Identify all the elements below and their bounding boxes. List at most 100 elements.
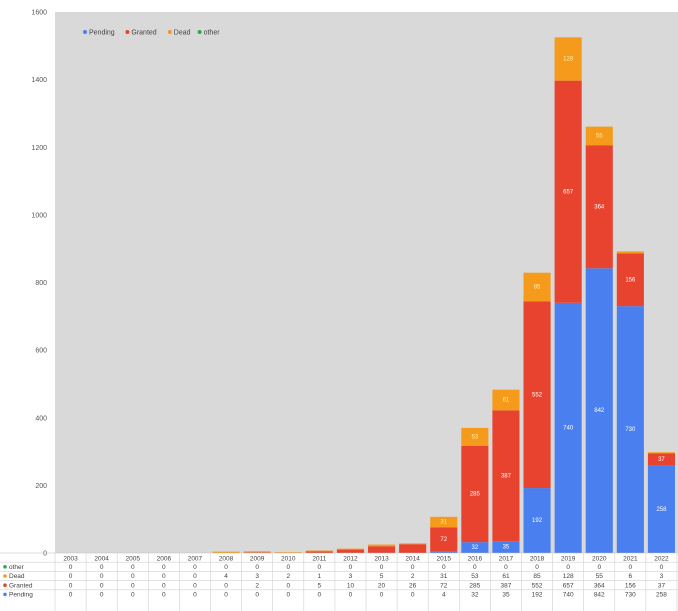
bar-granted-2014 [399, 544, 427, 553]
bar-label-granted-2016: 285 [470, 492, 481, 498]
table-cell-pending-2022: 258 [656, 592, 667, 599]
bar-dead-2022 [647, 452, 675, 454]
table-cell-granted-2017: 387 [501, 582, 512, 589]
table-cell-granted-2005: 0 [131, 582, 135, 589]
table-cell-other-2020: 0 [597, 564, 601, 571]
x-tick-label: 2005 [126, 555, 141, 562]
table-cell-granted-2003: 0 [69, 582, 73, 589]
legend-swatch-pending [83, 30, 87, 34]
bar-pending-2022 [647, 465, 675, 553]
table-cell-other-2013: 0 [380, 564, 384, 571]
bar-label-granted-2022: 37 [658, 457, 665, 463]
bar-label-granted-2021: 156 [625, 277, 636, 283]
table-cell-dead-2003: 0 [69, 573, 73, 580]
y-tick-label: 0 [43, 551, 47, 558]
bar-label-pending-2018: 192 [532, 518, 543, 524]
table-cell-pending-2009: 0 [255, 592, 259, 599]
bar-pending-2018 [523, 488, 551, 553]
table-cell-other-2005: 0 [131, 564, 135, 571]
table-cell-dead-2022: 3 [660, 573, 664, 580]
table-cell-other-2019: 0 [566, 564, 570, 571]
table-row-label-dead: Dead [9, 573, 25, 580]
table-cell-pending-2005: 0 [131, 592, 135, 599]
bar-label-dead-2017: 61 [503, 398, 510, 404]
bar-granted-2012 [336, 549, 364, 553]
table-cell-granted-2022: 37 [658, 582, 666, 589]
table-cell-granted-2009: 2 [255, 582, 259, 589]
bar-label-granted-2018: 552 [532, 392, 543, 398]
table-cell-granted-2016: 285 [469, 582, 480, 589]
table-cell-other-2004: 0 [100, 564, 104, 571]
x-tick-label: 2010 [281, 555, 296, 562]
x-tick-label: 2018 [530, 555, 545, 562]
table-cell-granted-2019: 657 [563, 582, 574, 589]
table-cell-pending-2013: 0 [380, 592, 384, 599]
bar-dead-2011 [305, 550, 333, 552]
x-tick-label: 2020 [592, 555, 607, 562]
legend-label-other: other [204, 30, 221, 37]
table-cell-other-2017: 0 [504, 564, 508, 571]
table-cell-dead-2012: 3 [349, 573, 353, 580]
table-cell-pending-2012: 0 [349, 592, 353, 599]
table-cell-granted-2006: 0 [162, 582, 166, 589]
x-tick-label: 2008 [219, 555, 234, 562]
table-cell-dead-2014: 2 [411, 573, 415, 580]
table-cell-other-2014: 0 [411, 564, 415, 571]
bar-label-granted-2015: 72 [440, 537, 447, 543]
table-cell-dead-2009: 3 [255, 573, 259, 580]
table-cell-granted-2008: 0 [224, 582, 228, 589]
x-tick-label: 2009 [250, 555, 265, 562]
data-table: 2003 2004 2005 2006 2007 2008 2009 2010 2011 2012… [0, 552, 678, 611]
table-row-label-pending: Pending [9, 592, 33, 599]
table-cell-granted-2015: 72 [440, 582, 448, 589]
table-cell-pending-2018: 192 [532, 592, 543, 599]
table-cell-other-2008: 0 [224, 564, 228, 571]
table-cell-dead-2005: 0 [131, 573, 135, 580]
table-cell-pending-2008: 0 [224, 592, 228, 599]
bar-dead-2016 [461, 427, 489, 446]
bar-pending-2016 [461, 542, 489, 553]
x-tick-label: 2006 [157, 555, 172, 562]
table-cell-pending-2019: 740 [563, 592, 574, 599]
bar-dead-2018 [523, 272, 551, 302]
bar-dead-2012 [336, 548, 364, 550]
bar-dead-2008 [212, 551, 240, 553]
x-tick-label: 2022 [654, 555, 669, 562]
bar-granted-2015 [430, 527, 458, 552]
y-tick-label: 1000 [31, 212, 47, 219]
table-cell-dead-2017: 61 [502, 573, 510, 580]
table-cell-granted-2013: 20 [378, 582, 386, 589]
table-cell-pending-2016: 32 [471, 592, 479, 599]
table-row-swatch-other [3, 565, 7, 569]
table-cell-granted-2007: 0 [193, 582, 197, 589]
bar-label-pending-2019: 740 [563, 425, 574, 431]
bar-dead-2021 [616, 251, 644, 254]
x-tick-label: 2007 [188, 555, 203, 562]
legend-swatch-other [197, 30, 202, 34]
y-axis: 0 200 400 600 800 1000 1200 1400 1600 [31, 10, 47, 558]
bar-dead-2017 [492, 389, 520, 411]
x-tick-label: 2017 [499, 555, 514, 562]
table-cell-granted-2020: 364 [594, 582, 605, 589]
table-cell-other-2011: 0 [318, 564, 322, 571]
table-row-swatch-dead [3, 574, 7, 578]
y-tick-label: 400 [35, 415, 47, 422]
bar-label-granted-2020: 364 [594, 204, 605, 210]
legend-label-dead: Dead [174, 30, 191, 37]
table-row-swatch-granted [3, 583, 7, 587]
table-cell-dead-2004: 0 [100, 573, 104, 580]
bar-label-dead-2020: 55 [596, 134, 603, 140]
table-cell-pending-2014: 0 [411, 592, 415, 599]
bar-dead-2010 [274, 552, 302, 553]
bar-granted-2020 [585, 145, 613, 269]
bar-dead-2009 [243, 551, 271, 553]
bar-label-pending-2021: 730 [625, 427, 636, 433]
table-cell-pending-2021: 730 [625, 592, 636, 599]
y-tick-label: 1400 [31, 77, 47, 84]
table-cell-pending-2015: 4 [442, 592, 446, 599]
bar-granted-2021 [616, 253, 644, 307]
bars: 72 31 32 285 53 35 387 61 192 552 85 740 657 128 842 36… [212, 37, 675, 553]
table-row-label-other: other [9, 564, 25, 571]
table-cell-pending-2011: 0 [318, 592, 322, 599]
bar-granted-2016 [461, 445, 489, 543]
